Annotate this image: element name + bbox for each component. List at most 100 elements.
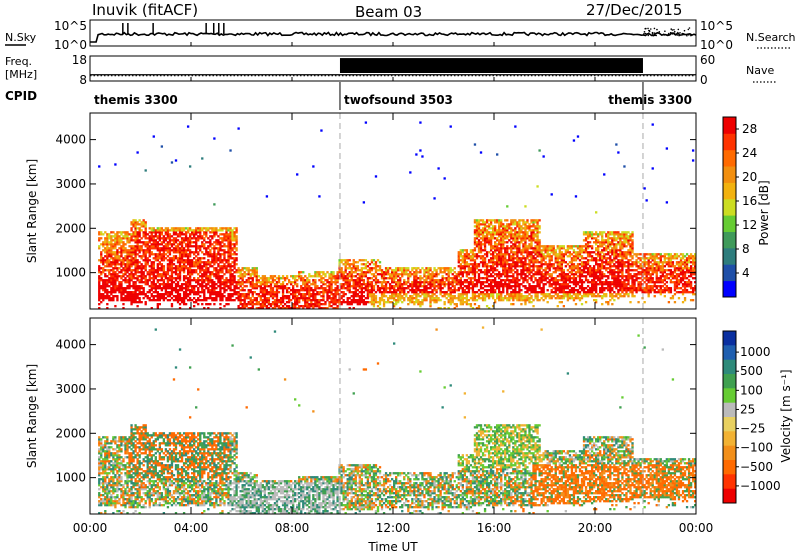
heatmap-cell [496,259,499,262]
heatmap-cell [203,289,206,292]
heatmap-cell [502,273,505,276]
heatmap-cell [114,277,117,280]
heatmap-cell [186,229,190,232]
heatmap-cell [195,243,198,246]
heatmap-cell [158,235,161,238]
heatmap-cell [496,229,499,232]
heatmap-cell [467,291,471,294]
heatmap-cell [542,155,545,158]
heatmap-cell [532,299,535,302]
heatmap-cell [397,295,400,298]
heatmap-cell [304,275,307,278]
heatmap-cell [176,275,180,278]
heatmap-cell [364,263,368,266]
heatmap-cell [447,285,450,288]
heatmap-cell [223,287,226,290]
heatmap-cell [287,299,291,302]
heatmap-cell [203,243,206,246]
heatmap-cell [526,297,529,300]
heatmap-cell [231,247,234,250]
heatmap-cell [110,241,113,244]
heatmap-cell [271,289,275,292]
heatmap-cell [118,291,121,294]
heatmap-cell [368,289,372,292]
heatmap-cell [120,239,123,242]
heatmap-cell [320,285,323,288]
heatmap-cell [312,297,315,300]
heatmap-cell [223,263,226,266]
heatmap-cell [132,249,135,252]
heatmap-cell [382,299,386,302]
heatmap-cell [340,267,343,270]
heatmap-cell [193,289,196,292]
heatmap-cell [191,263,194,266]
heatmap-cell [134,299,137,302]
heatmap-cell [209,281,212,284]
heatmap-cell [114,283,117,286]
heatmap-cell [221,293,224,296]
heatmap-cell [483,277,487,280]
heatmap-cell [251,281,254,284]
heatmap-cell [116,299,119,302]
heatmap-cell [134,245,137,248]
heatmap-cell [322,307,325,310]
heatmap-cell [199,235,202,238]
heatmap-cell [344,287,347,290]
heatmap-cell [140,277,143,280]
heatmap-cell [156,237,159,240]
heatmap-cell [241,307,244,310]
heatmap-cell [568,293,572,296]
heatmap-cell [374,271,378,274]
heatmap-cell [320,291,323,294]
heatmap-cell [552,263,555,266]
heatmap-cell [348,285,351,288]
heatmap-cell [475,237,479,240]
heatmap-cell [213,281,216,284]
heatmap-cell [465,303,469,306]
heatmap-cell [524,303,527,306]
heatmap-cell [471,291,475,294]
heatmap-cell [298,275,301,278]
heatmap-cell [540,281,543,284]
heatmap-cell [360,275,363,278]
heatmap-cell [477,233,481,236]
heatmap-cell [180,267,184,270]
heatmap-cell [211,237,214,240]
heatmap-cell [465,285,469,288]
heatmap-cell [191,287,194,290]
heatmap-cell [195,269,198,272]
heatmap-cell [118,263,121,266]
heatmap-cell [106,259,109,262]
heatmap-cell [491,287,495,290]
heatmap-cell [178,267,182,270]
heatmap-cell [485,225,489,228]
heatmap-cell [98,303,101,306]
heatmap-cell [409,289,412,292]
heatmap-cell [144,227,147,230]
heatmap-cell [465,297,469,300]
heatmap-cell [195,247,198,250]
heatmap-cell [500,299,503,302]
heatmap-cell [415,277,418,280]
heatmap-cell [366,281,370,284]
heatmap-cell [168,249,172,252]
heatmap-cell [195,285,198,288]
nsky-line [90,31,697,43]
heatmap-cell [350,271,353,274]
heatmap-cell [160,227,164,230]
heatmap-cell [433,273,436,276]
heatmap-cell [415,289,418,292]
heatmap-cell [435,291,438,294]
heatmap-cell [491,247,495,250]
heatmap-cell [504,233,507,236]
heatmap-cell [475,283,479,286]
heatmap-cell [164,273,168,276]
heatmap-cell [459,297,462,300]
heatmap-cell [429,301,432,304]
heatmap-cell [485,295,489,298]
heatmap-cell [298,277,301,280]
heatmap-cell [324,275,327,278]
heatmap-cell [516,297,519,300]
heatmap-cell [483,281,487,284]
heatmap-cell [526,271,529,274]
